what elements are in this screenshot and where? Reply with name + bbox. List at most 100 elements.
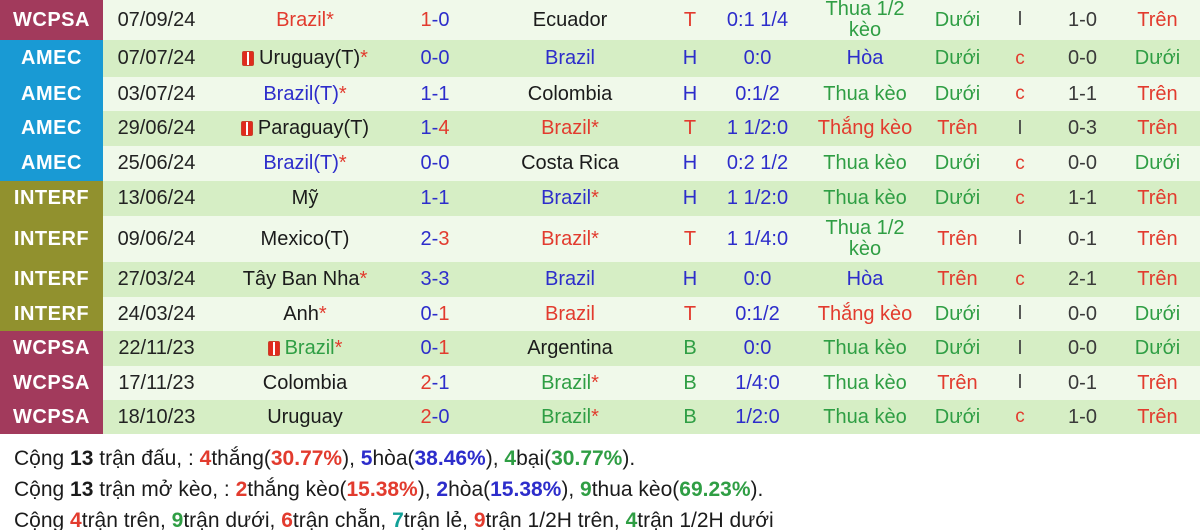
- team-name: Brazil*: [541, 118, 599, 139]
- halftime-over-under-text: Trên: [1137, 117, 1178, 139]
- matches-table: WCPSA 07/09/24 Brazil* 1 -0 Ecuador T 0:1 1/4 Th…: [0, 0, 1200, 434]
- over-under-text: Trên: [937, 268, 978, 290]
- match-row: WCPSA 18/10/23 Uruguay 2 -0 Brazil* B 1/2:0 Thua…: [0, 400, 1200, 434]
- venue-letter: H: [682, 47, 698, 69]
- team-name-text: Costa Rica: [521, 152, 619, 174]
- score-segment: 1: [420, 8, 432, 31]
- team-name-text: Brazil: [541, 371, 592, 394]
- bet-result-text: Hòa: [846, 268, 884, 290]
- venue-cell: T: [670, 111, 710, 146]
- league-badge: WCPSA: [0, 400, 103, 434]
- halftime-over-under-cell: Trên: [1115, 216, 1200, 262]
- league-badge: WCPSA: [0, 331, 103, 366]
- odd-even-letter: c: [1015, 152, 1025, 174]
- odd-even-letter: l: [1017, 337, 1023, 359]
- odd-even-cell: l: [990, 0, 1050, 40]
- halftime-over-under-cell: Trên: [1115, 181, 1200, 216]
- fulltime-score-cell: 2 -1: [400, 366, 470, 400]
- away-team-cell: Brazil*: [470, 216, 670, 262]
- bet-result-cell: Thắng kèo: [805, 111, 925, 146]
- odd-even-cell: l: [990, 331, 1050, 366]
- summary-segment: Cộng: [14, 478, 71, 501]
- date-cell: 24/03/24: [103, 297, 210, 331]
- match-row: INTERF 27/03/24 Tây Ban Nha* 3-3 Brazil H 0:0 H…: [0, 262, 1200, 297]
- date-text: 24/03/24: [117, 302, 196, 325]
- halftime-score-cell: 0-0: [1050, 146, 1115, 181]
- league-badge: INTERF: [0, 181, 103, 216]
- team-name: Costa Rica: [521, 153, 619, 174]
- over-under-cell: Trên: [925, 262, 990, 297]
- date-cell: 25/06/24: [103, 146, 210, 181]
- away-team-cell: Brazil: [470, 262, 670, 297]
- league-badge: INTERF: [0, 297, 103, 331]
- team-name: Uruguay: [267, 406, 343, 428]
- odd-even-letter: c: [1015, 187, 1025, 209]
- halftime-over-under-text: Dưới: [1134, 47, 1181, 69]
- summary-segment: 7: [392, 509, 404, 530]
- date-cell: 18/10/23: [103, 400, 210, 434]
- team-name: Mexico(T): [261, 228, 350, 250]
- score-segment: 1-1: [420, 82, 450, 105]
- halftime-over-under-text: Trên: [1137, 227, 1178, 250]
- summary-segment: 30.77%: [551, 447, 623, 470]
- venue-cell: H: [670, 77, 710, 111]
- score-segment: 3-3: [420, 268, 450, 290]
- odds-text: 1 1/4:0: [726, 227, 789, 250]
- halftime-over-under-text: Trên: [1137, 405, 1178, 428]
- odds-text: 0:0: [743, 47, 772, 69]
- odds-text: 0:1/2: [735, 302, 780, 325]
- summary-segment: trận 1/2H trên,: [485, 509, 626, 530]
- away-team-cell: Costa Rica: [470, 146, 670, 181]
- summary-segment: Cộng: [14, 447, 71, 470]
- bet-result-cell: Thắng kèo: [805, 297, 925, 331]
- venue-cell: H: [670, 40, 710, 77]
- date-text: 18/10/23: [117, 405, 196, 428]
- score-segment: 4: [438, 117, 450, 139]
- halftime-score-cell: 0-0: [1050, 331, 1115, 366]
- bet-result-text: Hòa: [846, 47, 884, 69]
- halftime-score-cell: 0-0: [1050, 40, 1115, 77]
- halftime-over-under-text: Dưới: [1134, 152, 1181, 174]
- star-marker: *: [318, 302, 327, 325]
- venue-letter: B: [683, 405, 697, 428]
- summary-segment: 9: [473, 509, 486, 530]
- odd-even-cell: l: [990, 297, 1050, 331]
- summary-segment: 9: [580, 478, 592, 501]
- score-segment: -1: [431, 371, 450, 394]
- bet-result-text: Thắng kèo: [817, 302, 913, 325]
- handicap-odds-cell: 0:1/2: [710, 77, 805, 111]
- team-name-text: Colombia: [527, 82, 613, 105]
- halftime-over-under-cell: Trên: [1115, 400, 1200, 434]
- summary-segment: 9: [171, 509, 184, 530]
- match-row: AMEC 03/07/24 Brazil(T)* 1-1 Colombia H 0:1/2 T…: [0, 77, 1200, 111]
- score-segment: -0: [431, 8, 450, 31]
- league-label: WCPSA: [13, 337, 90, 359]
- odds-text: 1/2:0: [735, 405, 780, 428]
- date-text: 22/11/23: [118, 337, 195, 359]
- fulltime-score-cell: 1- 4: [400, 111, 470, 146]
- summary-segment: thắng kèo(: [247, 478, 347, 501]
- home-team-cell: Uruguay: [210, 400, 400, 434]
- odds-text: 0:0: [743, 268, 772, 290]
- summary-segment: 2: [436, 478, 449, 501]
- date-cell: 07/09/24: [103, 0, 210, 40]
- star-marker: *: [338, 82, 347, 105]
- team-name: Brazil: [545, 48, 595, 69]
- summary-segment: 15.38%: [490, 478, 562, 501]
- handicap-odds-cell: 1 1/4:0: [710, 216, 805, 262]
- handicap-odds-cell: 0:1 1/4: [710, 0, 805, 40]
- venue-cell: B: [670, 366, 710, 400]
- date-text: 13/06/24: [117, 187, 196, 209]
- halftime-over-under-cell: Trên: [1115, 366, 1200, 400]
- summary-segment: 2: [235, 478, 248, 501]
- over-under-cell: Dưới: [925, 400, 990, 434]
- handicap-odds-cell: 1 1/2:0: [710, 111, 805, 146]
- summary-segment: ).: [750, 478, 764, 501]
- home-team-cell: Uruguay(T)*: [210, 40, 400, 77]
- date-cell: 29/06/24: [103, 111, 210, 146]
- bet-result-cell: Thua kèo: [805, 146, 925, 181]
- score-segment: 0-: [420, 337, 439, 359]
- odd-even-cell: c: [990, 40, 1050, 77]
- home-team-cell: Brazil(T)*: [210, 146, 400, 181]
- team-name-text: Anh: [283, 302, 319, 325]
